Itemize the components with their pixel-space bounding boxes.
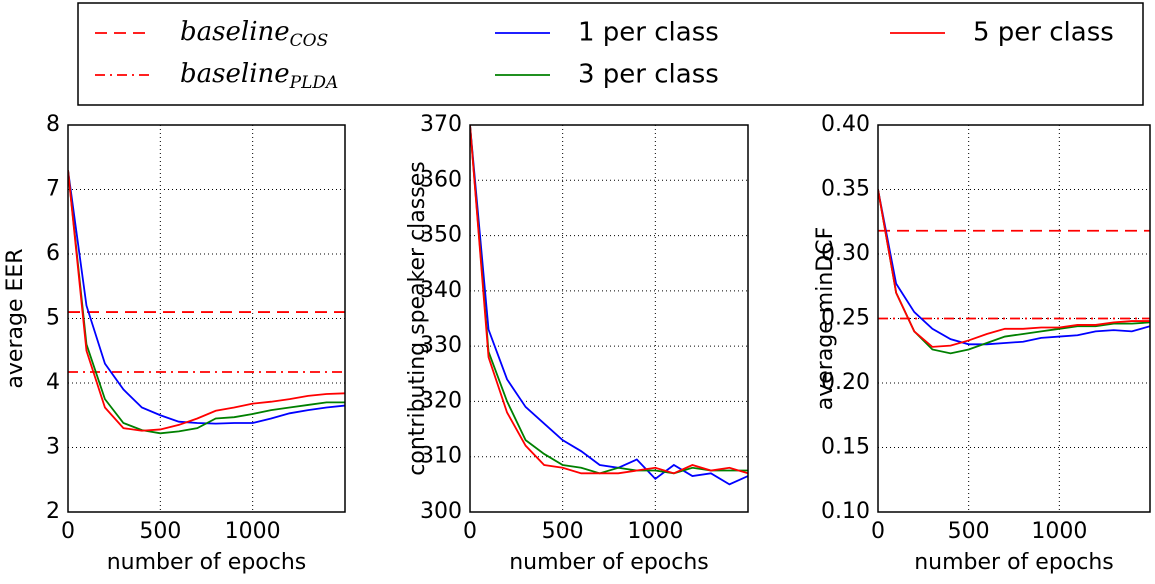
- y-tick-label: 7: [46, 177, 60, 202]
- subplot: 2 3 4 5 6 7 8 0 500 1000 number of epochs average E…: [3, 112, 346, 575]
- x-tick-label: 0: [61, 519, 75, 544]
- y-tick-label: 330: [420, 333, 462, 358]
- series-line: [68, 170, 345, 425]
- y-axis-label: contributing speaker classes: [405, 161, 430, 475]
- x-tick-label: 1000: [1031, 519, 1087, 544]
- legend-label: 3 per class: [578, 60, 719, 90]
- y-tick-label: 300: [420, 499, 462, 524]
- legend-subscript: COS: [290, 31, 329, 51]
- y-tick-label: 370: [420, 112, 462, 137]
- y-tick-label: 340: [420, 278, 462, 303]
- legend-label: 1 per class: [578, 18, 719, 48]
- series-line: [470, 125, 748, 475]
- y-tick-label: 3: [46, 435, 60, 460]
- legend-subscript: PLDA: [289, 73, 339, 93]
- x-tick-label: 1000: [627, 519, 683, 544]
- series-line: [470, 125, 748, 475]
- y-tick-label: 4: [46, 370, 60, 395]
- y-tick-label: 360: [420, 167, 462, 192]
- axes-frame: [67, 124, 346, 513]
- legend-label: baselinePLDA: [180, 59, 338, 93]
- legend-label: 5 per class: [973, 18, 1114, 48]
- y-tick-label: 350: [420, 223, 462, 248]
- series-line: [470, 125, 748, 486]
- x-tick-label: 500: [542, 519, 584, 544]
- y-tick-label: 0.20: [821, 370, 870, 395]
- y-tick-label: 310: [420, 444, 462, 469]
- y-tick-label: 0.25: [821, 306, 870, 331]
- axes-frame: [469, 124, 749, 513]
- x-tick-label: 1000: [225, 519, 281, 544]
- y-tick-label: 6: [46, 241, 60, 266]
- series-line: [878, 189, 1150, 346]
- y-tick-label: 0.30: [821, 241, 870, 266]
- y-tick-label: 320: [420, 388, 462, 413]
- y-axis-label: average EER: [3, 248, 28, 388]
- y-tick-label: 0.10: [821, 499, 870, 524]
- series-line: [68, 170, 345, 435]
- series-line: [878, 189, 1150, 355]
- legend-box: [77, 2, 1144, 106]
- axes-frame: [877, 124, 1151, 513]
- y-tick-label: 0.15: [821, 435, 870, 460]
- x-tick-label: 0: [463, 519, 477, 544]
- x-tick-label: 0: [871, 519, 885, 544]
- y-tick-label: 5: [46, 306, 60, 331]
- y-axis-label: average minDCF: [813, 227, 838, 411]
- x-axis-label: number of epochs: [509, 550, 709, 575]
- y-tick-label: 2: [46, 499, 60, 524]
- subplot: 300 310 320 330 340 350 360 370 0 500 1000 number o…: [405, 112, 749, 575]
- subplot: 0.10 0.15 0.20 0.25 0.30 0.35 0.40 0 500 1000 numb…: [813, 112, 1151, 575]
- x-axis-label: number of epochs: [107, 550, 307, 575]
- y-tick-label: 0.40: [821, 112, 870, 137]
- series-line: [68, 170, 345, 432]
- x-tick-label: 500: [948, 519, 990, 544]
- x-tick-label: 500: [139, 519, 181, 544]
- legend-label: baselineCOS: [180, 17, 328, 51]
- legend-name: baseline: [180, 17, 290, 47]
- y-tick-label: 0.35: [821, 177, 870, 202]
- y-tick-label: 8: [46, 112, 60, 137]
- x-axis-label: number of epochs: [914, 550, 1114, 575]
- series-line: [878, 189, 1150, 348]
- legend-name: baseline: [180, 59, 290, 89]
